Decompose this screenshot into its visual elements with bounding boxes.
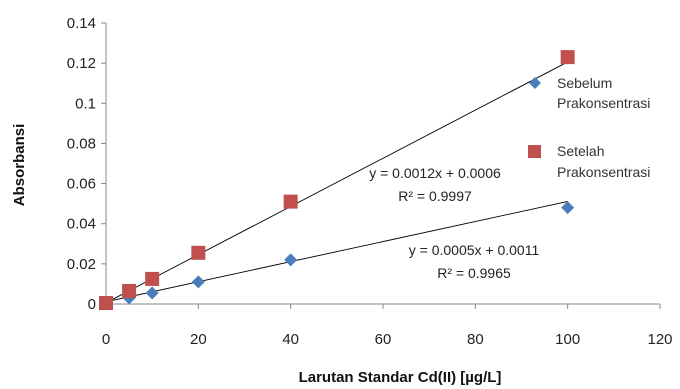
data-point-diamond: [145, 286, 159, 300]
legend-label-sebelum-line2: Prakonsentrasi: [557, 95, 650, 111]
data-point-square: [283, 194, 298, 209]
plot-area: 0 0.02 0.04 0.06 0.08 0.1 0.12 0.14 0 20 40 60 80 100…: [67, 15, 673, 348]
data-point-diamond: [191, 275, 205, 289]
trendline-equation-setelah: y = 0.0012x + 0.0006 R² = 0.9997: [369, 165, 501, 204]
equation-sebelum: y = 0.0005x + 0.0011: [409, 242, 540, 258]
data-point-square: [145, 271, 160, 286]
y-tick-label: 0.14: [67, 15, 96, 32]
equation-setelah: y = 0.0012x + 0.0006: [369, 165, 501, 181]
y-tick-label: 0.02: [67, 256, 96, 273]
data-point-diamond: [284, 253, 298, 267]
trendline-series-1: [105, 61, 568, 304]
y-tick-label: 0.08: [67, 135, 96, 152]
y-tick-label: 0.04: [67, 216, 96, 233]
x-axis-title: Larutan Standar Cd(II) [µg/L]: [299, 369, 502, 386]
data-point-square: [560, 50, 575, 65]
y-tick-label: 0.1: [75, 95, 96, 112]
trendline-series-0: [105, 200, 568, 303]
legend-label-setelah-line1: Setelah: [557, 143, 604, 159]
legend-marker-square: [528, 145, 541, 158]
r2-sebelum: R² = 0.9965: [437, 265, 511, 281]
data-point-square: [99, 295, 113, 310]
legend-label-sebelum-line1: Sebelum: [557, 75, 612, 91]
data-point-square: [191, 245, 206, 260]
legend-item-sebelum: Sebelum Prakonsentrasi: [529, 75, 650, 111]
y-tick-label: 0: [88, 296, 96, 313]
y-axis-title: Absorbansi: [11, 124, 28, 207]
x-tick-label: 40: [282, 331, 299, 348]
legend-label-setelah-line2: Prakonsentrasi: [557, 164, 650, 180]
y-tick-label: 0.12: [67, 55, 96, 72]
r2-setelah: R² = 0.9997: [398, 188, 472, 204]
trendline-equation-sebelum: y = 0.0005x + 0.0011 R² = 0.9965: [409, 242, 540, 281]
data-marks: [99, 50, 575, 311]
data-point-square: [122, 283, 137, 298]
legend-item-setelah: Setelah Prakonsentrasi: [528, 143, 650, 180]
data-point-diamond: [561, 201, 575, 215]
x-tick-label: 0: [102, 331, 110, 348]
x-tick-label: 80: [467, 331, 484, 348]
y-tick-label: 0.06: [67, 176, 96, 193]
legend-marker-diamond: [529, 77, 541, 89]
legend: Sebelum Prakonsentrasi Setelah Prakonsen…: [528, 75, 650, 180]
x-tick-label: 20: [190, 331, 207, 348]
x-tick-label: 120: [647, 331, 672, 348]
x-tick-label: 60: [375, 331, 392, 348]
x-tick-label: 100: [555, 331, 580, 348]
